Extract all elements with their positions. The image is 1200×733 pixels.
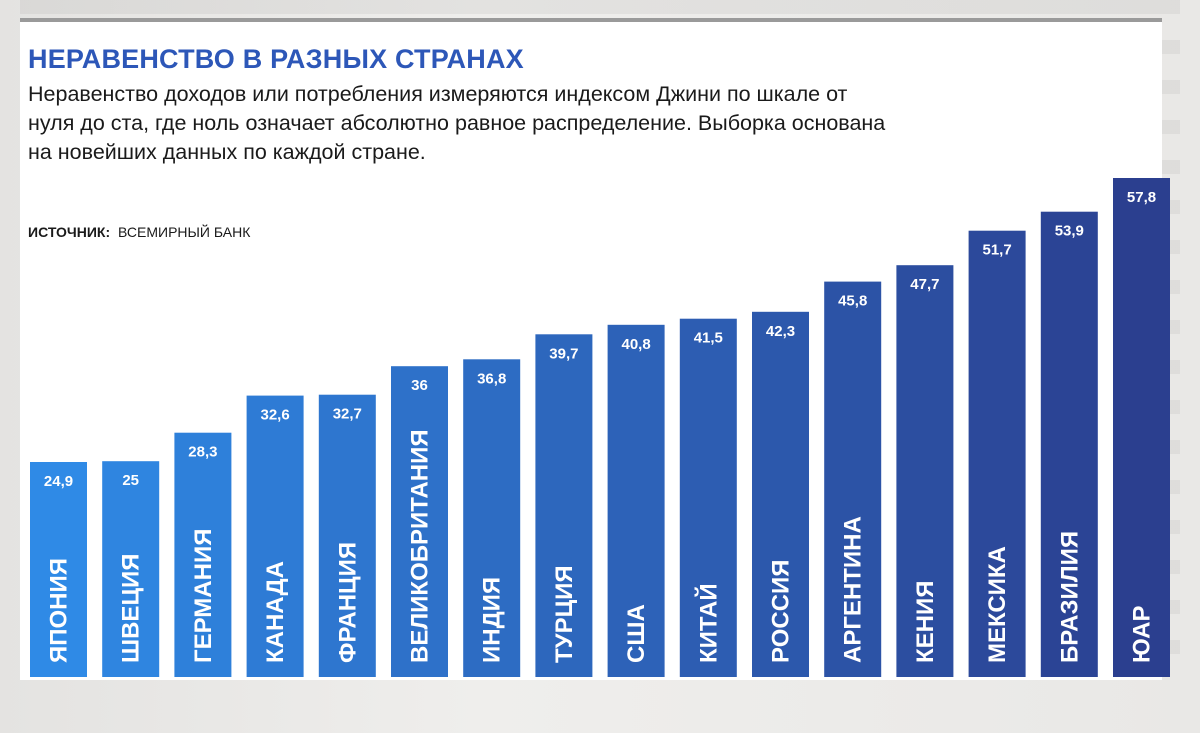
value-label-турция: 39,7	[549, 345, 578, 362]
category-label-канада: КАНАДА	[262, 561, 289, 663]
source-value: ВСЕМИРНЫЙ БАНК	[118, 224, 251, 240]
value-label-великобритания: 36	[411, 377, 428, 394]
value-label-индия: 36,8	[477, 370, 506, 387]
bar-япония	[30, 462, 87, 677]
category-label-германия: ГЕРМАНИЯ	[190, 529, 217, 663]
category-label-китай: КИТАЙ	[694, 583, 722, 663]
bar-бразилия	[1040, 211, 1098, 677]
category-label-турция: ТУРЦИЯ	[551, 565, 578, 663]
value-label-аргентина: 45,8	[838, 293, 867, 310]
category-label-сша: США	[623, 604, 650, 663]
bar-кения	[896, 265, 954, 677]
source-line: ИСТОЧНИК: ВСЕМИРНЫЙ БАНК	[28, 224, 250, 240]
bar-аргентина	[824, 281, 882, 677]
bar-индия	[463, 359, 521, 677]
category-label-япония: ЯПОНИЯ	[46, 558, 73, 663]
bar-китай	[679, 318, 737, 677]
value-label-мексика: 51,7	[982, 242, 1011, 259]
value-label-бразилия: 53,9	[1055, 223, 1084, 240]
bar-россия	[752, 311, 809, 677]
bar-великобритания	[391, 366, 448, 677]
value-label-сша: 40,8	[621, 336, 650, 353]
value-label-швеция: 25	[122, 472, 139, 489]
value-label-кения: 47,7	[910, 276, 939, 293]
value-label-россия: 42,3	[766, 323, 795, 340]
bar-канада	[246, 395, 304, 677]
value-label-франция: 32,7	[333, 406, 362, 423]
category-label-великобритания: ВЕЛИКОБРИТАНИЯ	[407, 429, 434, 663]
bar-мексика	[968, 230, 1026, 677]
bar-швеция	[102, 461, 160, 677]
bar-юар	[1113, 178, 1170, 677]
category-label-юар: ЮАР	[1129, 606, 1156, 664]
category-label-индия: ИНДИЯ	[479, 577, 506, 663]
category-label-франция: ФРАНЦИЯ	[334, 542, 361, 663]
bar-турция	[535, 334, 593, 677]
value-label-канада: 32,6	[260, 407, 289, 424]
category-label-аргентина: АРГЕНТИНА	[840, 516, 867, 663]
bar-германия	[174, 432, 232, 677]
card-top-border	[20, 18, 1162, 22]
source-label: ИСТОЧНИК:	[28, 224, 111, 240]
category-label-швеция: ШВЕЦИЯ	[118, 554, 145, 664]
category-label-кения: КЕНИЯ	[912, 581, 939, 664]
bar-франция	[318, 394, 376, 677]
chart-title: НЕРАВЕНСТВО В РАЗНЫХ СТРАНАХ	[28, 44, 524, 74]
value-label-китай: 41,5	[694, 330, 723, 347]
value-label-юар: 57,8	[1127, 189, 1156, 206]
category-label-мексика: МЕКСИКА	[984, 546, 1011, 663]
category-label-бразилия: БРАЗИЛИЯ	[1056, 531, 1083, 663]
value-label-япония: 24,9	[44, 473, 73, 490]
chart-subtitle: Неравенство доходов или потребления изме…	[28, 82, 886, 164]
value-label-германия: 28,3	[188, 444, 217, 461]
bar-сша	[607, 324, 665, 677]
category-label-россия: РОССИЯ	[768, 559, 795, 663]
